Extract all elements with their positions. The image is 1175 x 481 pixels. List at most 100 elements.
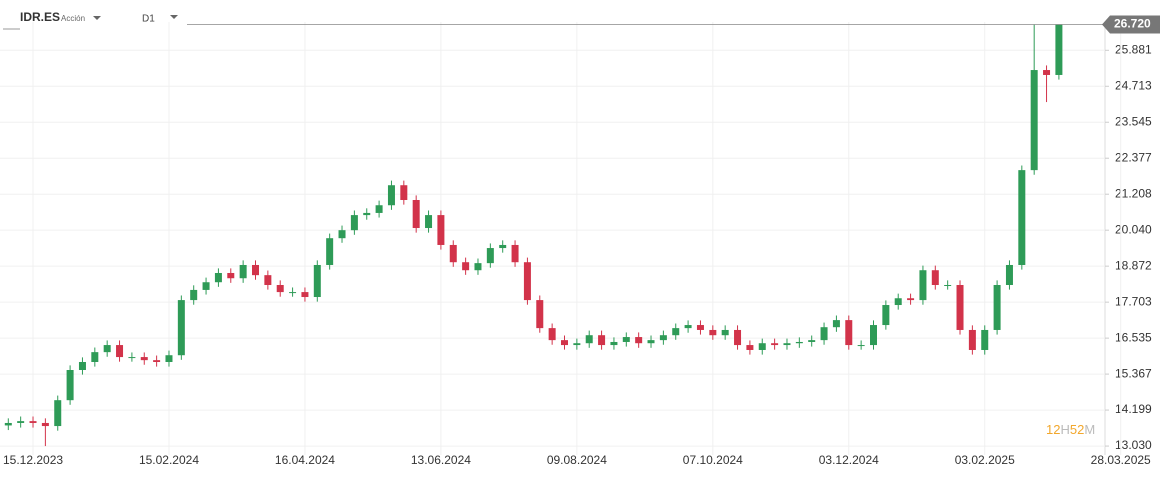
candle-body xyxy=(202,282,210,290)
candle-body xyxy=(1005,264,1013,286)
candle-body xyxy=(449,244,457,263)
candle-body xyxy=(523,262,531,301)
y-tick-label: 21.208 xyxy=(1115,186,1152,200)
candle-body xyxy=(721,329,729,336)
candle-body xyxy=(511,244,519,263)
candle-body xyxy=(894,298,902,306)
candle-body xyxy=(66,370,74,401)
y-tick-label: 16.535 xyxy=(1115,330,1152,344)
last-price-badge xyxy=(1102,15,1160,34)
candle-body xyxy=(1055,24,1063,75)
y-tick-label: 24.713 xyxy=(1115,78,1152,92)
y-tick-label: 20.040 xyxy=(1115,222,1152,236)
candle-body xyxy=(252,264,259,276)
candle-body xyxy=(1043,70,1051,75)
candle-body xyxy=(684,325,692,329)
candle-body xyxy=(907,298,915,301)
x-tick-label: 03.02.2025 xyxy=(955,453,1015,467)
timeframe-dropdown[interactable] xyxy=(170,15,178,19)
candle-body xyxy=(734,329,742,346)
candle-body xyxy=(165,355,173,362)
x-tick-label: 07.10.2024 xyxy=(683,453,743,467)
candle-body xyxy=(870,325,877,346)
candle-body xyxy=(227,272,235,279)
candle-body xyxy=(548,328,556,341)
x-tick-label: 13.06.2024 xyxy=(411,453,471,467)
candle-body xyxy=(387,185,395,206)
timer: 12H52M xyxy=(1046,422,1095,437)
symbol[interactable]: IDR.ES xyxy=(20,10,60,24)
candle-body xyxy=(239,264,247,279)
candle-body xyxy=(301,292,309,298)
candle-body xyxy=(177,300,185,356)
x-tick-label: 09.08.2024 xyxy=(547,453,607,467)
symbol-dropdown[interactable] xyxy=(93,16,101,20)
last-price-label: 26.720 xyxy=(1114,17,1151,31)
candle-body xyxy=(375,205,383,213)
candle-body xyxy=(116,345,124,358)
candle-body xyxy=(795,341,803,344)
candle-body xyxy=(672,328,680,336)
candle-body xyxy=(338,230,346,239)
candle-body xyxy=(956,285,964,330)
y-tick-label: 14.199 xyxy=(1115,402,1152,416)
x-tick-label: 28.03.2025 xyxy=(1091,453,1151,467)
candle-body xyxy=(919,270,927,301)
candle-body xyxy=(153,360,161,362)
candle-body xyxy=(808,340,816,342)
candle-body xyxy=(771,343,779,346)
candle-body xyxy=(4,422,12,426)
x-tick-label: 15.12.2023 xyxy=(3,453,63,467)
candle-body xyxy=(91,352,99,362)
candle-body xyxy=(659,335,667,341)
candle-body xyxy=(832,320,840,328)
candle-body xyxy=(585,335,593,344)
candle-body xyxy=(17,421,25,423)
y-tick-label: 22.377 xyxy=(1115,150,1152,164)
candle-body xyxy=(128,357,136,359)
candle-body xyxy=(561,340,568,346)
candle-body xyxy=(758,343,766,350)
candle-body xyxy=(993,285,1001,330)
candle-body xyxy=(412,200,420,229)
candle-body xyxy=(696,325,704,330)
candle-body xyxy=(857,345,865,347)
candle-body xyxy=(944,285,952,287)
candle-body xyxy=(437,215,445,245)
candle-body xyxy=(647,340,655,344)
y-tick-label: 17.703 xyxy=(1115,294,1152,308)
candle-body xyxy=(462,262,470,271)
x-tick-label: 16.04.2024 xyxy=(275,453,335,467)
y-tick-label: 15.367 xyxy=(1115,366,1152,380)
candle-body xyxy=(622,337,630,342)
candle-body xyxy=(326,238,334,265)
candle-body xyxy=(190,289,198,301)
candle-body xyxy=(882,305,890,326)
timeframe[interactable]: D1 xyxy=(142,14,155,25)
candle-body xyxy=(536,300,544,329)
candle-body xyxy=(499,244,507,249)
candle-body xyxy=(474,263,482,271)
candle-body xyxy=(783,343,791,346)
candle-body xyxy=(289,292,297,294)
x-tick-label: 03.12.2024 xyxy=(819,453,879,467)
candle-body xyxy=(610,341,618,346)
candle-body xyxy=(573,343,581,346)
candle-body xyxy=(635,337,643,344)
y-tick-label: 23.545 xyxy=(1115,114,1152,128)
candle-body xyxy=(363,212,371,216)
candle-body xyxy=(746,345,754,350)
candle-body xyxy=(276,285,284,293)
candle-body xyxy=(350,215,358,231)
candle-body xyxy=(425,215,433,229)
y-tick-label: 13.030 xyxy=(1115,438,1152,452)
candle-body xyxy=(1018,170,1026,265)
candle-body xyxy=(845,320,853,346)
x-tick-label: 15.02.2024 xyxy=(139,453,199,467)
candle-body xyxy=(981,329,989,350)
candle-body xyxy=(400,185,408,201)
y-tick-label: 18.872 xyxy=(1115,258,1152,272)
candle-body xyxy=(103,345,111,353)
